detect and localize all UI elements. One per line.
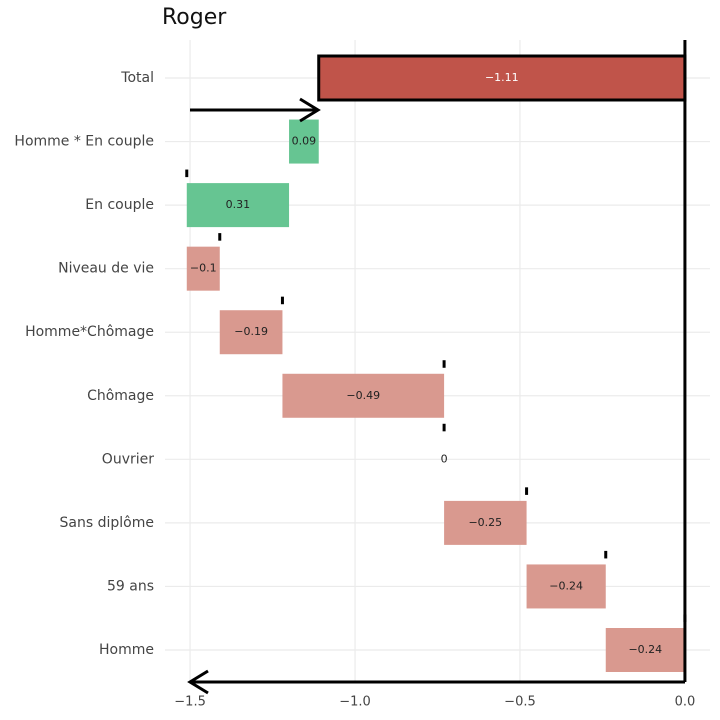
y-tick-label: Chômage [87,388,154,404]
value-label: −0.24 [628,643,662,656]
value-label: 0 [441,452,448,465]
value-label: −1.11 [485,71,519,84]
bar [444,500,527,545]
value-label: −0.24 [549,579,583,592]
x-tick-label: −1.0 [339,695,371,710]
value-label: 0.31 [226,198,251,211]
bar [219,310,283,355]
y-tick-label: Sans diplôme [60,515,154,531]
bar [605,628,685,672]
y-tick-label: En couple [85,197,154,213]
bar [289,119,319,164]
value-label: −0.49 [346,389,380,402]
bar [526,564,606,609]
value-label: −0.25 [468,516,502,529]
x-tick-label: −0.5 [504,695,536,710]
y-tick-label: 59 ans [107,578,154,594]
y-tick-label: Homme * En couple [14,134,154,150]
y-tick-label: Homme [99,642,154,658]
x-tick-label: −1.5 [174,695,206,710]
x-tick-label: 0.0 [675,695,696,710]
bar [282,373,445,418]
value-label: 0.09 [292,135,317,148]
chart-title: Roger [162,5,227,30]
bar [186,183,290,228]
y-tick-label: Ouvrier [102,451,154,467]
value-label: −0.1 [190,262,217,275]
bar [186,246,220,291]
y-tick-label: Niveau de vie [58,261,154,277]
arrow-head [187,669,209,695]
y-tick-label: Total [120,70,154,86]
value-label: −0.19 [234,325,268,338]
arrow-head [299,97,321,123]
y-tick-label: Homme*Chômage [25,324,154,340]
